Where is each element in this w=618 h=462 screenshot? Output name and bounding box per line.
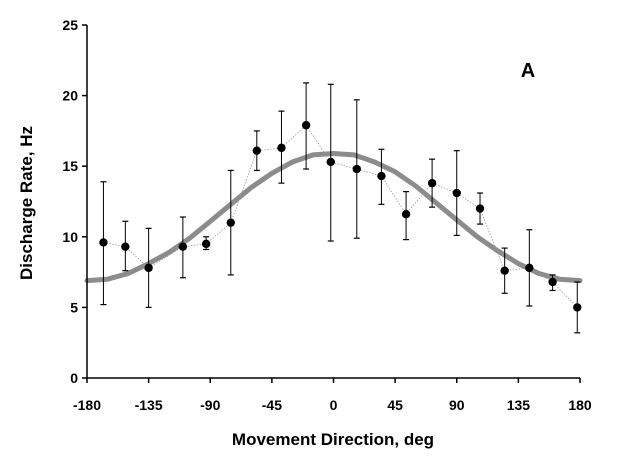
x-tick-label: 90 [449, 397, 465, 413]
panel-label: A [521, 60, 535, 82]
axes [82, 24, 581, 383]
x-tick-label: 180 [568, 397, 592, 413]
data-point [475, 204, 485, 213]
data-point [452, 188, 461, 198]
tick-labels: 0 5 10 15 20 25 -180 -135 -90 -45 0 45 90 135 180 [62, 17, 591, 413]
data-point [121, 242, 130, 251]
data-point [144, 263, 153, 273]
data-point [525, 263, 534, 273]
y-tick-label: 15 [62, 158, 78, 174]
y-tick-label: 20 [62, 88, 78, 104]
data-point [178, 242, 188, 251]
y-axis-title: Discharge Rate, Hz [17, 126, 36, 280]
error-bar-layer [100, 82, 581, 334]
data-point [500, 266, 509, 275]
data-point [352, 164, 361, 174]
x-tick-label: -180 [73, 397, 101, 413]
fit-curve [84, 151, 583, 284]
data-point [226, 218, 235, 227]
y-tick-label: 10 [62, 229, 78, 245]
x-tick-label: 135 [507, 397, 531, 413]
data-point [548, 277, 557, 287]
connector-layer [103, 124, 578, 308]
x-axis-title: Movement Direction, deg [232, 430, 434, 449]
connector-line [103, 124, 578, 308]
fit-curve-layer [84, 151, 583, 284]
y-tick-label: 5 [70, 299, 78, 315]
data-point-layer [99, 121, 582, 312]
data-point [301, 121, 311, 130]
x-tick-label: 45 [387, 397, 403, 413]
data-point [201, 239, 211, 249]
y-tick-label: 0 [70, 370, 78, 386]
data-point [427, 178, 437, 188]
data-point [573, 303, 582, 312]
data-point [326, 157, 335, 167]
data-point [277, 143, 286, 153]
x-tick-label: -90 [200, 397, 220, 413]
data-point [377, 171, 386, 181]
x-tick-label: 0 [330, 397, 338, 413]
data-point [252, 146, 262, 155]
data-point [99, 238, 108, 247]
x-tick-label: -45 [262, 397, 282, 413]
x-tick-label: -135 [135, 397, 163, 413]
data-point [401, 210, 411, 219]
y-tick-label: 25 [62, 17, 78, 33]
